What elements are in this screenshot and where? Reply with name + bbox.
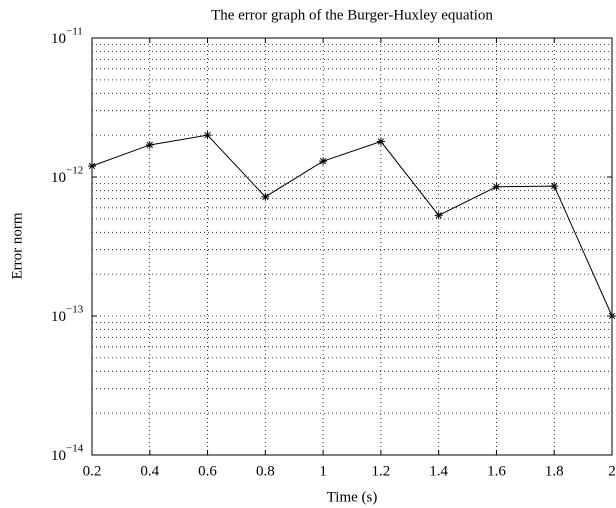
marker bbox=[434, 211, 443, 220]
x-axis-label: Time (s) bbox=[327, 489, 378, 505]
chart-title: The error graph of the Burger-Huxley equ… bbox=[211, 7, 493, 23]
marker bbox=[608, 312, 616, 320]
x-tick-label: 0.4 bbox=[140, 463, 159, 479]
marker bbox=[492, 182, 501, 191]
y-tick-exponent: −14 bbox=[66, 443, 84, 455]
y-tick-base: 10 bbox=[51, 448, 66, 464]
marker bbox=[261, 192, 270, 201]
marker bbox=[376, 137, 385, 146]
y-tick-exponent: −11 bbox=[66, 26, 83, 38]
plot-frame bbox=[91, 37, 613, 456]
marker-stroke bbox=[262, 193, 269, 201]
x-tick-label: 1.8 bbox=[545, 463, 564, 479]
y-tick-exponent: −12 bbox=[66, 165, 83, 177]
marker-stroke bbox=[204, 131, 211, 139]
marker-stroke bbox=[435, 212, 442, 219]
marker-stroke bbox=[88, 162, 96, 170]
x-tick-label: 0.6 bbox=[198, 463, 217, 479]
y-tick-base: 10 bbox=[51, 170, 66, 186]
y-tick-label: 10 bbox=[51, 31, 66, 47]
y-axis-label: Error norm bbox=[9, 212, 25, 279]
marker-stroke bbox=[319, 157, 327, 165]
x-tick-label: 1.2 bbox=[372, 463, 391, 479]
marker-stroke bbox=[146, 141, 153, 149]
marker bbox=[88, 161, 96, 170]
marker bbox=[550, 182, 559, 191]
x-tick-label: 2 bbox=[608, 463, 616, 479]
marker bbox=[145, 140, 154, 149]
y-tick-label: 10 bbox=[51, 309, 66, 325]
y-tick-label: 10 bbox=[51, 448, 66, 464]
marker-stroke bbox=[377, 138, 385, 145]
x-tick-label: 1 bbox=[319, 463, 327, 479]
marker bbox=[319, 157, 328, 166]
marker bbox=[203, 131, 212, 140]
x-tick-label: 1.6 bbox=[487, 463, 506, 479]
marker-stroke bbox=[608, 312, 616, 320]
y-tick-base: 10 bbox=[51, 31, 66, 47]
marker-stroke bbox=[551, 182, 558, 190]
y-tick-exponent: −13 bbox=[66, 304, 84, 316]
y-tick-label: 10 bbox=[51, 170, 66, 186]
x-tick-label: 1.4 bbox=[429, 463, 448, 479]
series-line bbox=[91, 134, 613, 317]
x-tick-label: 0.2 bbox=[83, 463, 102, 479]
y-tick-base: 10 bbox=[51, 309, 66, 325]
x-tick-label: 0.8 bbox=[256, 463, 275, 479]
marker-stroke bbox=[493, 183, 500, 190]
